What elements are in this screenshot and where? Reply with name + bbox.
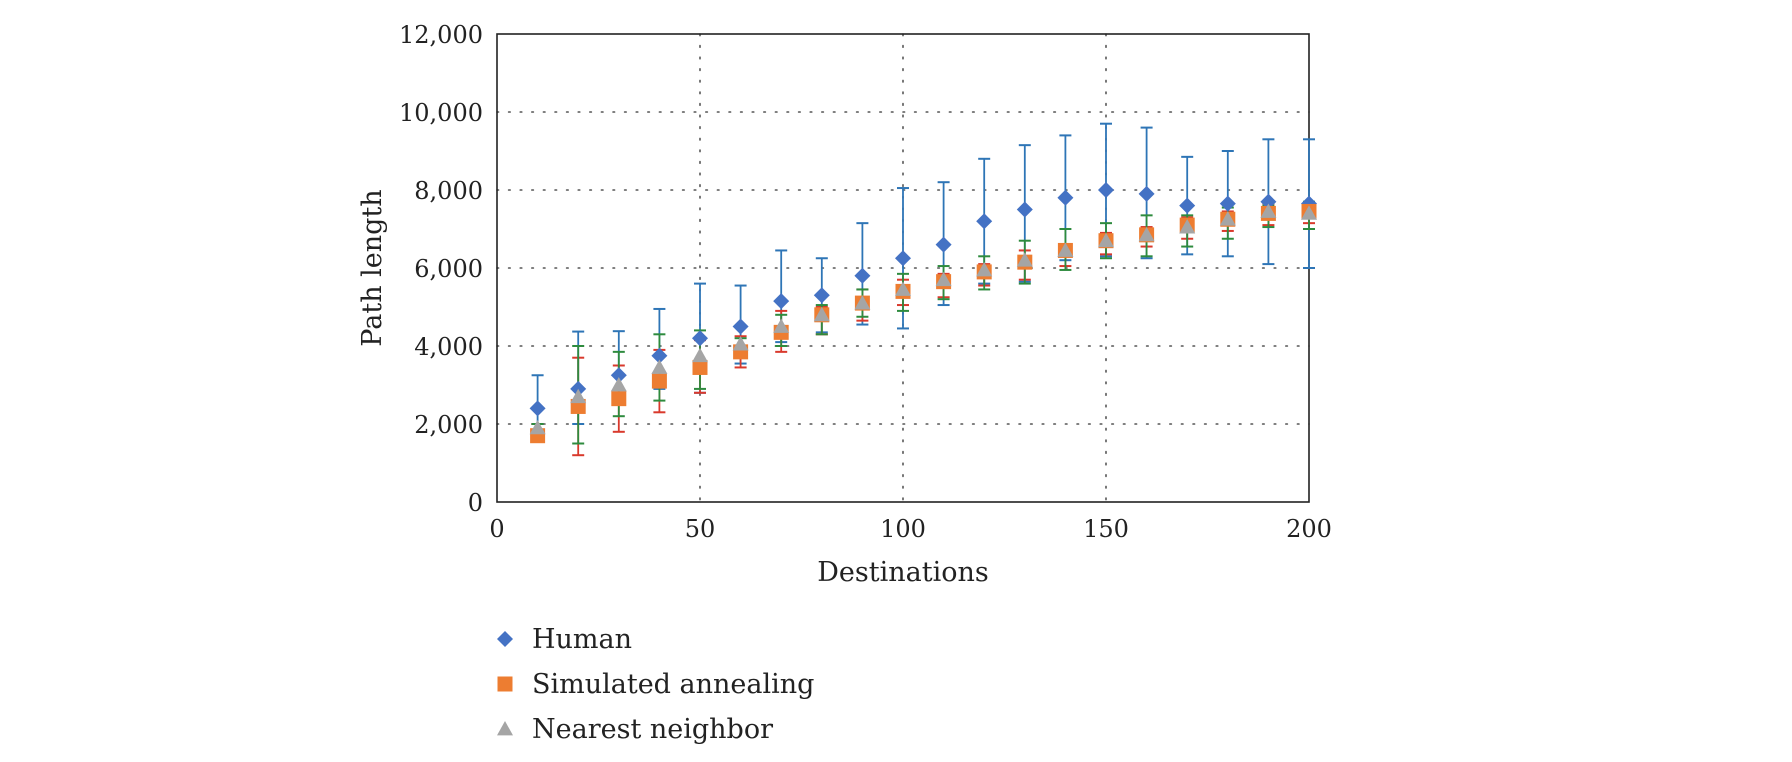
data-point [1138,226,1155,242]
data-point [529,400,546,417]
x-tick-label: 50 [685,515,716,543]
y-tick-label: 2,000 [414,411,483,439]
y-tick-label: 0 [468,489,483,517]
series-human [529,182,1317,417]
data-point [1219,195,1236,212]
data-point [732,336,749,351]
data-point [1301,205,1317,220]
data-point [692,347,708,363]
data-point [692,330,708,347]
data-point [1016,252,1033,267]
data-point [651,373,667,389]
y-tick-label: 4,000 [414,333,483,361]
data-point [1260,203,1277,218]
data-point [1179,197,1196,214]
y-tick-label: 10,000 [399,99,483,127]
data-point [1260,193,1277,210]
y-tick-label: 12,000 [399,21,483,49]
data-point [854,295,871,310]
data-point [1219,211,1236,226]
data-point [651,359,668,374]
x-axis-title: Destinations [817,557,988,588]
y-tick-label: 6,000 [414,255,483,283]
data-point [935,271,952,287]
y-tick-labels: 0 2,000 4,000 6,000 8,000 10,000 12,000 [399,21,483,517]
legend-item: Simulated annealing [497,669,814,700]
x-tick-label: 200 [1286,515,1332,543]
legend-item: Human [497,624,632,655]
data-markers [529,182,1317,444]
data-point [813,287,830,304]
data-point [935,236,952,253]
data-point [895,281,911,296]
error-bars [531,122,1315,457]
data-point [976,261,993,277]
x-tick-label: 150 [1083,515,1129,543]
data-point [1179,219,1196,234]
legend-label: Human [532,624,632,655]
data-point [773,293,790,310]
legend-marker-diamond [497,631,513,647]
data-point [773,318,790,333]
data-point [813,306,830,322]
data-point [610,377,627,392]
legend-marker-square [497,676,513,692]
data-point [529,419,546,435]
data-point [732,318,749,335]
y-tick-label: 8,000 [414,177,483,205]
legend-label: Simulated annealing [532,669,814,700]
legend: Human Simulated annealing Nearest neighbor [497,624,814,745]
data-point [976,213,993,230]
series-nearest-neighbor [529,203,1317,435]
data-point [1057,242,1074,257]
x-tick-labels: 0 50 100 150 200 [489,515,1332,543]
legend-marker-triangle [497,721,513,736]
data-point [1138,185,1155,202]
data-point [1098,232,1114,248]
y-axis-title: Path length [357,189,388,346]
x-tick-label: 0 [489,515,504,543]
data-point [692,359,708,375]
data-point [1057,189,1074,206]
data-point [1098,182,1114,198]
legend-label: Nearest neighbor [532,714,773,745]
data-point [854,267,871,284]
data-point [610,367,627,384]
series-simulated-annealing [530,203,1317,444]
data-point [1016,201,1033,218]
data-point [611,391,627,407]
x-tick-label: 100 [880,515,926,543]
data-point [570,388,587,404]
data-point [895,250,911,267]
data-point [651,347,668,364]
error-bar [531,374,544,425]
legend-item: Nearest neighbor [497,714,773,745]
